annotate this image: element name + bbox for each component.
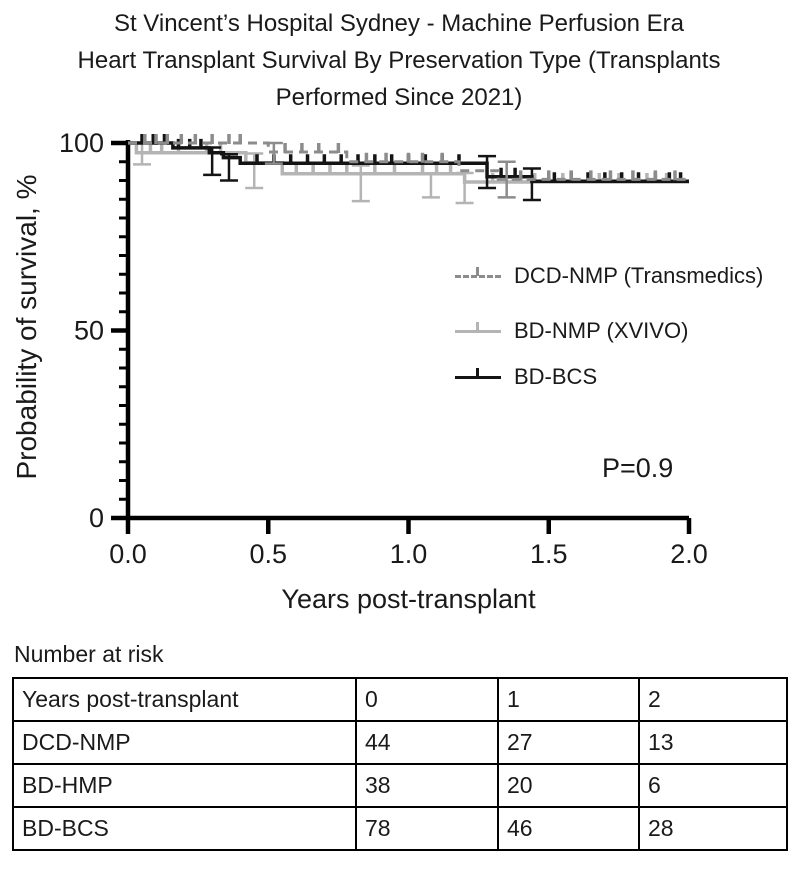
risk-header-t1: 1 xyxy=(497,677,640,722)
solid-line-swatch-icon xyxy=(455,363,501,391)
risk-header-t0: 0 xyxy=(355,677,499,722)
svg-text:0.0: 0.0 xyxy=(109,539,147,569)
number-at-risk-caption: Number at risk xyxy=(14,641,164,667)
risk-cell: 20 xyxy=(497,763,640,808)
risk-cell: 46 xyxy=(497,806,640,851)
risk-cell: 78 xyxy=(355,806,499,851)
risk-header-t2: 2 xyxy=(638,677,788,722)
risk-row-label: DCD-NMP xyxy=(12,720,357,765)
table-header-row: Years post-transplant 0 1 2 xyxy=(12,677,788,722)
chart-title-line: St Vincent’s Hospital Sydney - Machine P… xyxy=(113,10,685,37)
axes: 0 50 100 0.0 0.5 1.0 1.5 2.0 xyxy=(59,128,708,569)
risk-cell: 27 xyxy=(497,720,640,765)
legend-label: BD-NMP (XVIVO) xyxy=(514,318,689,343)
chart-title: St Vincent’s Hospital Sydney - Machine P… xyxy=(0,0,798,116)
risk-row-label: BD-HMP xyxy=(12,763,357,808)
risk-row-label: BD-BCS xyxy=(12,806,357,851)
risk-cell: 6 xyxy=(638,763,788,808)
svg-text:1.5: 1.5 xyxy=(530,539,568,569)
p-value-label: P=0.9 xyxy=(602,453,674,483)
solid-line-swatch-icon xyxy=(455,317,501,345)
number-at-risk-section: Number at risk Years post-transplant 0 1… xyxy=(12,641,788,851)
legend-label: DCD-NMP (Transmedics) xyxy=(514,263,764,288)
y-axis-title: Probability of survival, % xyxy=(11,174,42,480)
table-row-dcd-nmp: DCD-NMP 44 27 13 xyxy=(12,720,788,765)
survival-plot-canvas: 0 50 100 0.0 0.5 1.0 1.5 2.0 xyxy=(59,128,708,569)
table-row-bd-hmp: BD-HMP 38 20 6 xyxy=(12,763,788,808)
number-at-risk-table: Years post-transplant 0 1 2 DCD-NMP 44 2… xyxy=(12,677,788,851)
x-axis-title: Years post-transplant xyxy=(281,584,536,614)
series-dcd-nmp-transmedics- xyxy=(128,134,689,199)
legend-item-dcd-nmp: DCD-NMP (Transmedics) xyxy=(455,262,763,290)
risk-cell: 44 xyxy=(355,720,499,765)
svg-text:100: 100 xyxy=(59,128,104,158)
legend-item-bd-bcs: BD-BCS xyxy=(455,363,597,391)
risk-cell: 13 xyxy=(638,720,788,765)
svg-text:2.0: 2.0 xyxy=(670,539,708,569)
table-row-bd-bcs: BD-BCS 78 46 28 xyxy=(12,806,788,851)
svg-text:0.5: 0.5 xyxy=(249,539,287,569)
chart-title-line: Performed Since 2021) xyxy=(275,84,523,111)
risk-cell: 38 xyxy=(355,763,499,808)
svg-text:0: 0 xyxy=(89,503,104,533)
risk-cell: 28 xyxy=(638,806,788,851)
risk-header-years: Years post-transplant xyxy=(12,677,357,722)
svg-text:50: 50 xyxy=(74,316,104,346)
chart-title-line: Heart Transplant Survival By Preservatio… xyxy=(77,47,721,74)
svg-text:1.0: 1.0 xyxy=(390,539,428,569)
legend-item-bd-nmp: BD-NMP (XVIVO) xyxy=(455,317,688,345)
legend-label: BD-BCS xyxy=(514,364,598,389)
survival-plot: 0 50 100 0.0 0.5 1.0 1.5 2.0 Probability of sur… xyxy=(0,116,798,621)
dashed-line-swatch-icon xyxy=(455,262,501,290)
